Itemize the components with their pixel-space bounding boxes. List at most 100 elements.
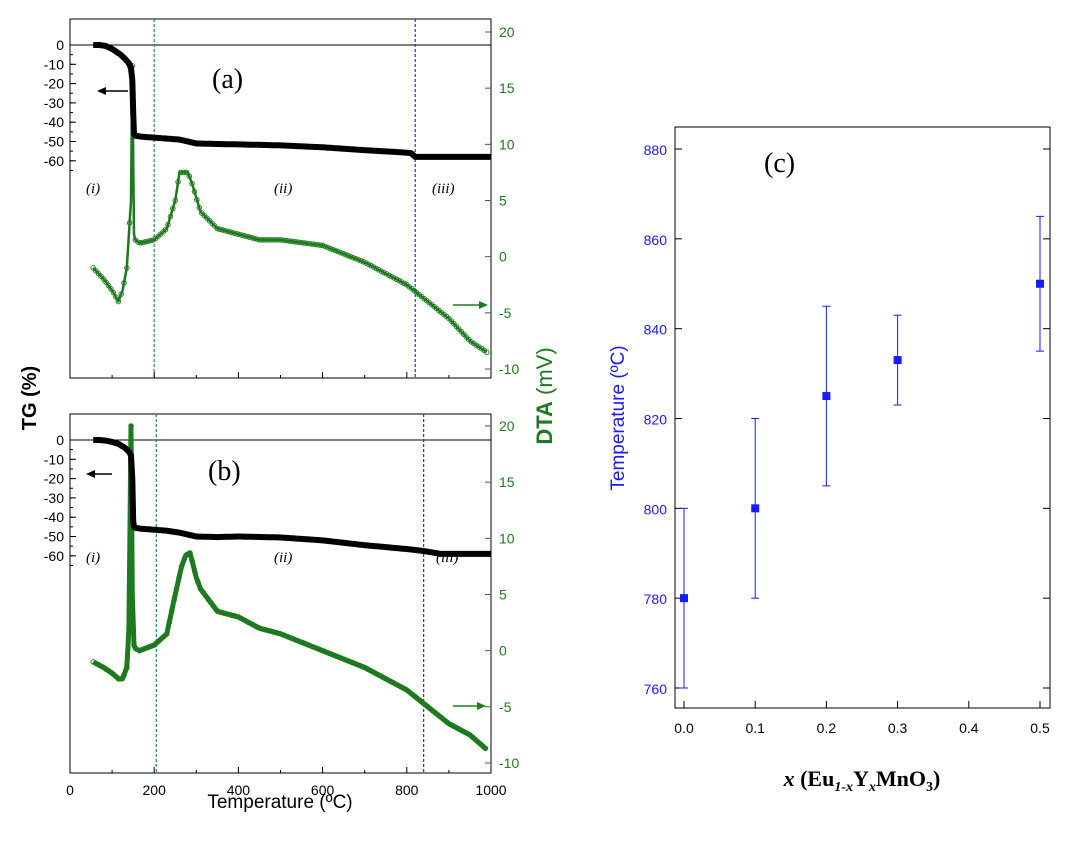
panel-b-dta-point <box>228 612 234 618</box>
panel-c-xlabel: x (Eu1-xYxMnO3) <box>783 766 941 795</box>
panel-b-rtick-label: -10 <box>499 755 519 771</box>
panel-a-dta-point <box>226 229 233 235</box>
panel-b-dta-point <box>131 642 137 648</box>
panel-a-dta-point <box>147 237 154 244</box>
panel-a-dta-point <box>246 234 253 240</box>
panel-a-dta-point <box>137 240 144 246</box>
panel-b-rtick-label: 0 <box>499 643 507 659</box>
panel-b-ytick-label: -50 <box>44 529 64 545</box>
panel-b-dta-point <box>262 627 269 633</box>
panel-a-rtick-label: 20 <box>499 24 515 40</box>
panel-a-dta-point <box>327 245 334 252</box>
panel-a-dta-point <box>183 169 190 176</box>
panel-b-dta-point <box>98 663 104 669</box>
panel-b-dta-point <box>287 635 294 641</box>
panel-b-dta-point <box>139 646 145 653</box>
panel-a-dta-point <box>115 298 122 305</box>
panel-b-dta-point <box>310 644 317 650</box>
panel-b-dta-point <box>298 639 304 645</box>
panel-a-dta-point <box>224 228 231 234</box>
panel-a-region-i: (i) <box>86 181 100 197</box>
panel-a-dta-point <box>291 238 298 245</box>
panel-b-dta-point <box>200 589 206 596</box>
panel-b-dta-point <box>277 631 284 637</box>
panel-b-dta-point <box>233 613 239 620</box>
panel-a-rtick-label: 0 <box>499 249 507 265</box>
panel-a-dta-point <box>239 232 245 238</box>
panel-b-dta-point <box>136 647 143 654</box>
panel-b-dta-point <box>344 657 350 664</box>
panel-c-point <box>1036 279 1044 288</box>
panel-b-ytick-label: -40 <box>44 509 64 525</box>
panel-c-frame <box>674 126 1051 709</box>
panel-b-dta-point <box>176 574 182 581</box>
panel-a-dta-point <box>189 180 195 187</box>
panel-a-ytick-label: -30 <box>44 95 64 111</box>
panel-c-ytick-label: 760 <box>644 681 668 697</box>
panel-b-dta-point <box>187 550 193 556</box>
panel-a-dta-point <box>294 239 300 245</box>
panel-a-dta-point <box>332 247 339 254</box>
panel-b-ytick-label: -20 <box>44 471 64 487</box>
panel-a-dta-point <box>191 188 198 195</box>
panel-a-rtick-label: 5 <box>499 193 507 209</box>
panel-b-rtick-label: 20 <box>499 418 515 434</box>
panel-a-dta-point <box>342 251 349 258</box>
panel-b-dta-point <box>210 603 217 609</box>
panel-c-xtick-label: 0.1 <box>745 720 765 736</box>
panel-b-dta-point <box>295 638 302 644</box>
panel-a-dta-point <box>484 349 490 355</box>
panel-b-dta-point <box>359 663 365 670</box>
panel-a-dta-point <box>121 280 127 286</box>
panel-a-dta-point <box>347 253 354 260</box>
panel-b-dta-point <box>290 636 297 642</box>
panel-b-dta-point <box>282 633 289 639</box>
panel-b-dta-point <box>300 640 307 646</box>
panel-c-ytick-label: 860 <box>644 232 668 248</box>
panel-c-point <box>680 594 688 603</box>
panel-b-dta-point <box>303 641 309 647</box>
panel-c-point <box>893 356 902 365</box>
panel-a-dta-point <box>170 205 176 212</box>
panel-b-dta-point <box>255 624 261 631</box>
panel-c-ytick-label: 840 <box>644 322 668 338</box>
panel-b-dta-point <box>146 644 153 650</box>
panel-b-xtick-label: 800 <box>395 782 419 798</box>
panel-b-dta-series <box>92 423 489 752</box>
panel-a-dta-point <box>251 235 258 242</box>
panel-c: 0.0 0.1 0.2 0.3 0.4 0.5760780800820840860880 … <box>608 126 1051 795</box>
panel-b-dta-point <box>293 637 299 643</box>
panel-a-dta-point <box>180 169 187 176</box>
panel-a-dta-point <box>324 244 331 251</box>
panel-a-dta-point <box>165 221 171 228</box>
dta-axis-label: DTA (mV) <box>532 347 557 444</box>
panel-b-dta-point <box>285 634 291 640</box>
panel-b-dta-point <box>318 647 325 653</box>
panel-a-dta-point <box>217 226 223 232</box>
panel-b-dta-point <box>328 651 335 657</box>
panel-b: 0 -10 -20 -30 -40 -50 -60 20 15 10 5 0 -5 -10 0 200 40… <box>44 413 519 813</box>
panel-c-point <box>822 392 831 401</box>
panel-b-ytick-label: -60 <box>44 548 64 564</box>
panel-b-dta-point <box>189 558 195 564</box>
panel-b-dta-point <box>171 597 177 603</box>
panel-a-dta-point <box>214 225 221 232</box>
panel-a-ytick-label: -50 <box>44 134 64 150</box>
panel-a-region-iii: (iii) <box>432 181 455 197</box>
panel-a-region-ii: (ii) <box>274 181 292 197</box>
panel-b-rtick-label: 5 <box>499 587 507 603</box>
panel-c-ytick-label: 820 <box>644 412 668 428</box>
panel-b-dta-point <box>93 660 99 667</box>
panel-b-dta-point <box>316 646 322 652</box>
panel-b-xtick-label: 0 <box>66 782 74 798</box>
tg-axis-label: TG (%) <box>19 366 41 430</box>
panel-b-dta-point <box>482 745 489 752</box>
panel-b-dta-point <box>341 656 348 663</box>
panel-a-dta-point <box>231 230 238 236</box>
panel-a-rtick-label: -5 <box>499 305 512 321</box>
panel-b-dta-point <box>178 563 185 570</box>
panel-a-tg-arrow <box>97 87 128 95</box>
panel-a-dta-point <box>172 197 178 204</box>
panel-a-dta-point <box>234 231 240 237</box>
panel-b-dta-point <box>265 627 271 634</box>
